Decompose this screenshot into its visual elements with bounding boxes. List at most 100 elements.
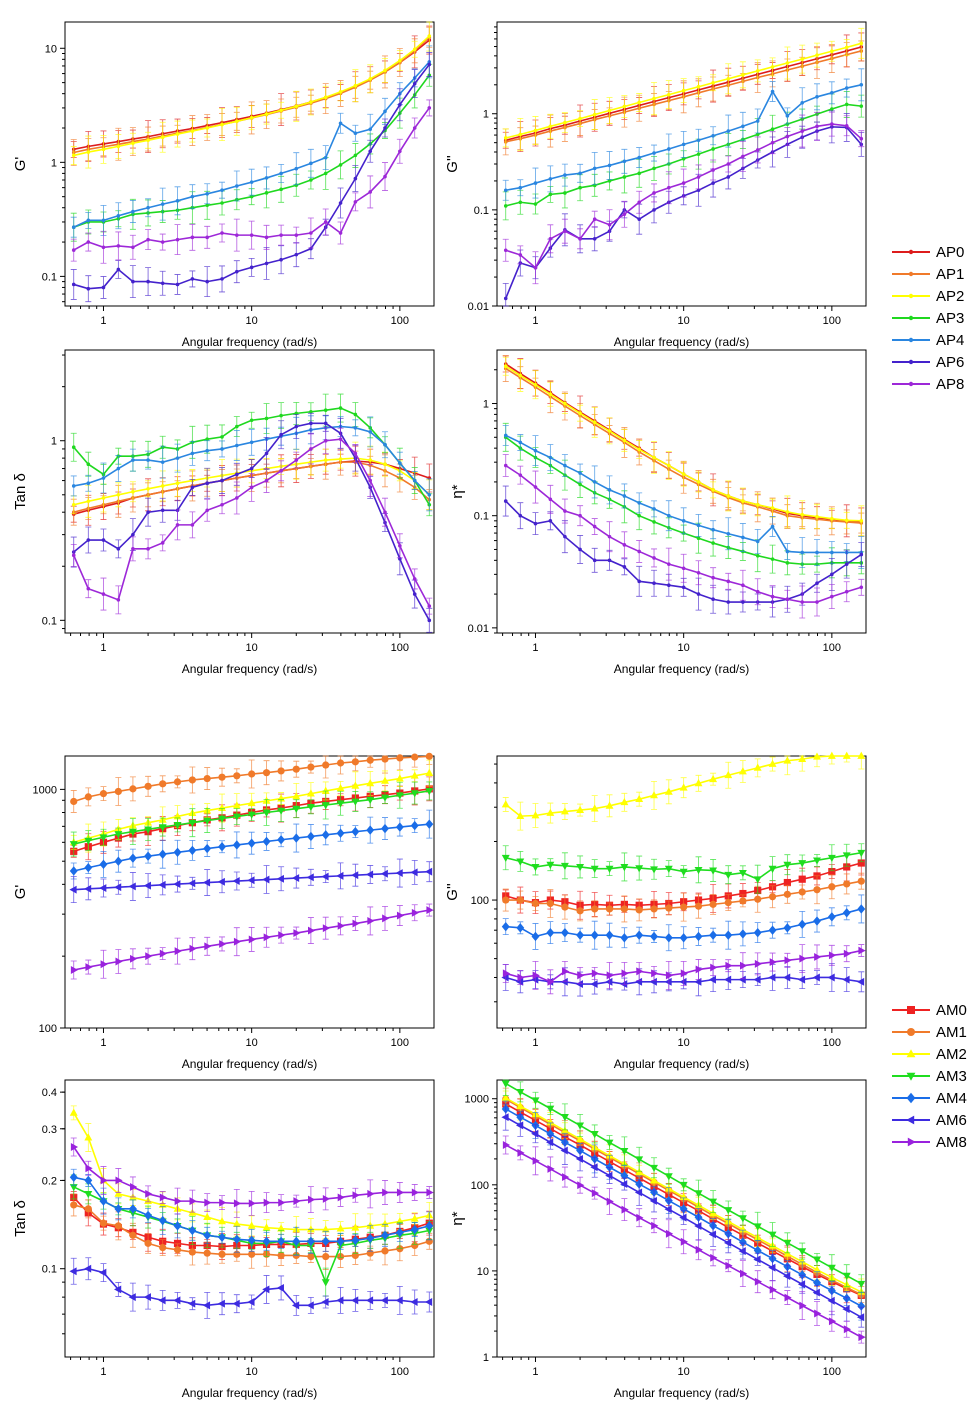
data-point-AM2 bbox=[84, 1133, 93, 1141]
series-line-AP2 bbox=[505, 365, 862, 522]
data-point-AM3 bbox=[679, 1181, 688, 1190]
data-point-AP4 bbox=[294, 166, 299, 171]
data-point-AM1 bbox=[605, 905, 614, 913]
data-point-AM8 bbox=[189, 944, 197, 953]
data-point-AM1 bbox=[516, 896, 524, 904]
data-point-AM4 bbox=[321, 1236, 330, 1246]
data-point-AP3 bbox=[503, 204, 508, 208]
data-point-AP2 bbox=[175, 481, 180, 486]
data-point-AM1 bbox=[292, 765, 300, 773]
data-point-AP8 bbox=[412, 126, 417, 130]
series-AM8 bbox=[502, 944, 866, 995]
data-point-AM3 bbox=[395, 792, 404, 800]
data-point-AM1 bbox=[754, 895, 762, 903]
data-point-AP8 bbox=[622, 212, 627, 217]
data-point-AP3 bbox=[755, 553, 760, 558]
data-point-AM8 bbox=[769, 1285, 777, 1294]
legend-marker bbox=[906, 1049, 916, 1058]
data-point-AM4 bbox=[546, 927, 555, 938]
data-point-AP8 bbox=[830, 122, 834, 126]
data-point-AM3 bbox=[114, 831, 123, 839]
data-point-AP6 bbox=[190, 277, 195, 281]
data-point-AP4 bbox=[116, 213, 121, 218]
data-point-AP3 bbox=[264, 191, 269, 195]
data-point-AM4 bbox=[635, 930, 644, 940]
legend-marker bbox=[907, 1137, 916, 1147]
series-AM3 bbox=[501, 843, 866, 894]
y-tick-label: 10 bbox=[45, 43, 57, 55]
data-point-AP3 bbox=[696, 152, 701, 156]
data-point-AM6 bbox=[634, 977, 643, 986]
ap-tand-panel: 1 10 100 0.1 1 Angular frequency (rad/s) Tan δ bbox=[12, 349, 435, 676]
data-point-AP4 bbox=[815, 95, 819, 99]
data-point-AP4 bbox=[563, 173, 567, 177]
data-point-AM2 bbox=[531, 811, 540, 819]
legend-item-AP0: AP0 bbox=[892, 244, 964, 261]
data-point-AP2 bbox=[592, 420, 597, 425]
data-point-AP2 bbox=[667, 463, 671, 468]
data-point-AM8 bbox=[547, 1164, 555, 1173]
data-point-AM8 bbox=[130, 954, 138, 963]
data-point-AM3 bbox=[531, 864, 540, 872]
data-point-AM8 bbox=[502, 969, 511, 978]
am-gdouble-panel: 1 10 100 100 Angular frequency (rad/s) G'' bbox=[444, 751, 867, 1071]
data-point-AP4 bbox=[235, 184, 239, 188]
data-point-AP6 bbox=[711, 181, 715, 185]
data-point-AP2 bbox=[637, 447, 641, 452]
data-point-AM1 bbox=[531, 899, 540, 908]
data-point-AP4 bbox=[711, 527, 715, 532]
data-point-AP6 bbox=[592, 558, 597, 563]
data-point-AP4 bbox=[637, 501, 641, 505]
data-point-AM4 bbox=[188, 845, 197, 856]
data-point-AM6 bbox=[247, 1298, 255, 1306]
data-point-AP6 bbox=[220, 277, 224, 281]
data-point-AP6 bbox=[637, 579, 641, 584]
data-point-AP6 bbox=[86, 538, 91, 542]
data-point-AM3 bbox=[605, 1139, 614, 1147]
legend-marker bbox=[906, 1072, 916, 1081]
data-point-AP3 bbox=[249, 194, 254, 199]
data-point-AM4 bbox=[218, 1232, 226, 1242]
data-point-AP6 bbox=[205, 279, 209, 284]
data-point-AP6 bbox=[398, 102, 402, 107]
data-point-AM8 bbox=[532, 1156, 540, 1165]
series-line-AP1 bbox=[73, 36, 430, 154]
data-point-AP4 bbox=[353, 426, 358, 430]
data-point-AM2 bbox=[247, 798, 256, 807]
series-AM4 bbox=[69, 1168, 434, 1256]
data-point-AM8 bbox=[621, 969, 629, 978]
legend-marker bbox=[908, 337, 914, 343]
data-point-AM1 bbox=[411, 1241, 419, 1250]
data-point-AP2 bbox=[220, 122, 224, 127]
data-point-AP8 bbox=[235, 233, 239, 237]
x-tick-label: 10 bbox=[246, 315, 258, 327]
data-point-AP6 bbox=[235, 269, 239, 274]
data-point-AM6 bbox=[783, 973, 791, 982]
data-point-AM8 bbox=[189, 1197, 197, 1206]
data-point-AP4 bbox=[101, 218, 106, 223]
data-point-AP2 bbox=[368, 458, 373, 462]
data-point-AM4 bbox=[410, 820, 419, 831]
data-point-AM2 bbox=[247, 1221, 256, 1229]
data-point-AM3 bbox=[724, 1207, 733, 1215]
data-point-AP4 bbox=[412, 478, 417, 483]
data-point-AM1 bbox=[709, 900, 717, 908]
data-point-AP3 bbox=[711, 147, 715, 151]
data-point-AP8 bbox=[607, 534, 612, 539]
data-point-AM4 bbox=[99, 1196, 108, 1206]
legend-item-AP4: AP4 bbox=[892, 332, 964, 349]
data-point-AP4 bbox=[800, 550, 805, 555]
data-point-AM6 bbox=[738, 1247, 746, 1256]
data-point-AM3 bbox=[842, 852, 851, 860]
data-point-AM2 bbox=[336, 1224, 345, 1232]
data-point-AM6 bbox=[306, 873, 314, 882]
legend-label: AM1 bbox=[936, 1024, 967, 1041]
legend-item-AP8: AP8 bbox=[892, 376, 964, 393]
data-point-AM6 bbox=[83, 884, 92, 893]
y-tick-label: 0.1 bbox=[42, 1264, 57, 1276]
x-tick-label: 100 bbox=[823, 1037, 841, 1049]
data-point-AM8 bbox=[680, 1237, 688, 1246]
data-point-AP6 bbox=[86, 286, 91, 291]
data-point-AP6 bbox=[592, 237, 597, 241]
data-point-AM8 bbox=[680, 969, 688, 978]
